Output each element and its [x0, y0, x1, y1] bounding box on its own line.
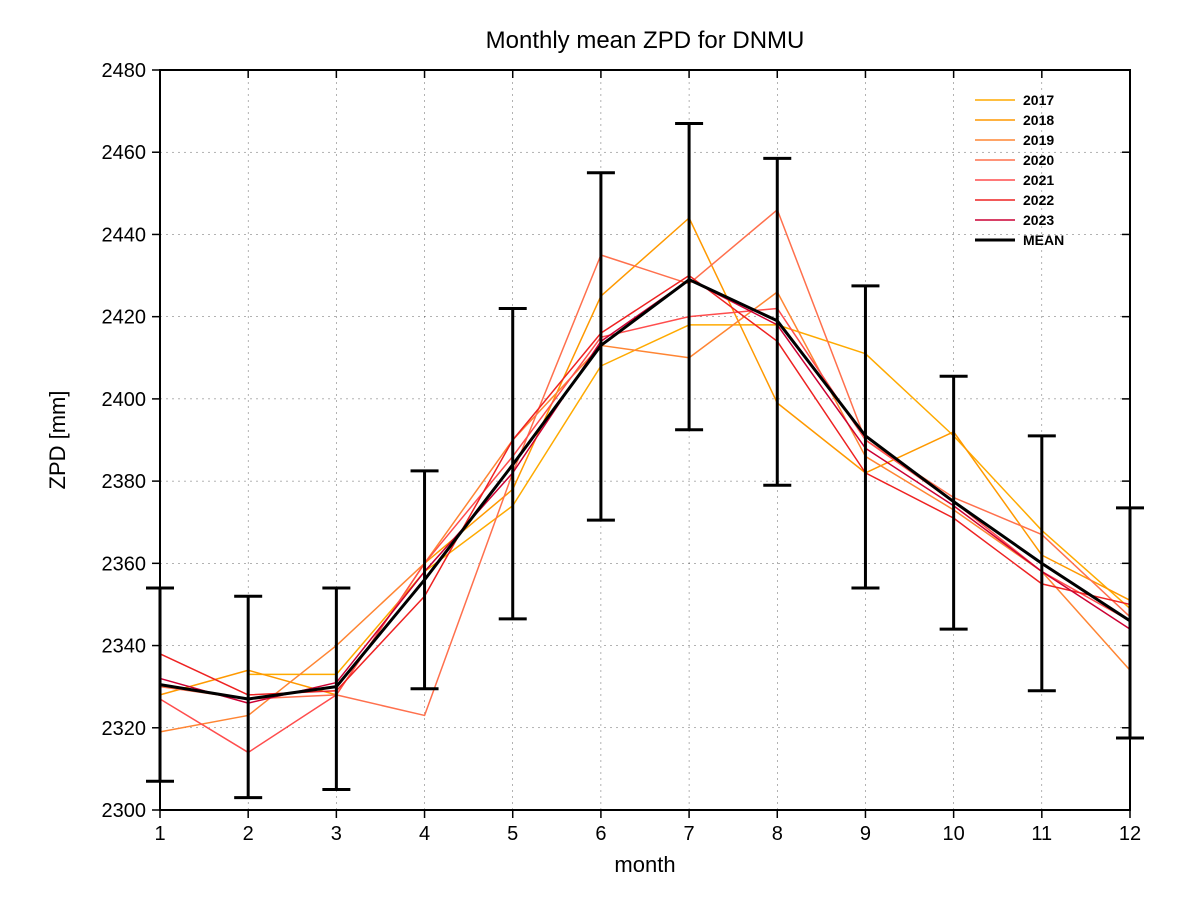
- legend-label: 2019: [1023, 132, 1054, 148]
- y-tick-label: 2480: [102, 60, 147, 82]
- y-tick-label: 2460: [102, 142, 147, 164]
- x-tick-label: 8: [772, 823, 783, 845]
- legend-label: 2020: [1023, 152, 1054, 168]
- x-tick-label: 7: [684, 823, 695, 845]
- y-tick-label: 2300: [102, 800, 147, 822]
- y-tick-label: 2320: [102, 718, 147, 740]
- x-tick-label: 4: [419, 823, 430, 845]
- x-tick-label: 9: [860, 823, 871, 845]
- x-tick-label: 12: [1119, 823, 1141, 845]
- line-chart: 1234567891011122300232023402360238024002…: [0, 0, 1201, 901]
- legend-label: 2023: [1023, 212, 1054, 228]
- legend-label: MEAN: [1023, 232, 1064, 248]
- x-tick-label: 6: [595, 823, 606, 845]
- x-tick-label: 10: [943, 823, 965, 845]
- chart-title: Monthly mean ZPD for DNMU: [486, 27, 805, 54]
- legend-label: 2021: [1023, 172, 1054, 188]
- x-axis-label: month: [614, 852, 675, 877]
- x-tick-label: 5: [507, 823, 518, 845]
- y-axis-label: ZPD [mm]: [45, 391, 70, 490]
- y-tick-label: 2360: [102, 553, 147, 575]
- y-tick-label: 2400: [102, 389, 147, 411]
- x-tick-label: 2: [243, 823, 254, 845]
- y-tick-label: 2380: [102, 471, 147, 493]
- x-tick-label: 3: [331, 823, 342, 845]
- y-tick-label: 2340: [102, 636, 147, 658]
- legend-label: 2018: [1023, 112, 1054, 128]
- y-tick-label: 2440: [102, 224, 147, 246]
- legend-label: 2017: [1023, 92, 1054, 108]
- x-tick-label: 11: [1031, 823, 1052, 845]
- x-tick-label: 1: [154, 823, 165, 845]
- y-tick-label: 2420: [102, 307, 147, 329]
- chart-container: 1234567891011122300232023402360238024002…: [0, 0, 1201, 901]
- legend-label: 2022: [1023, 192, 1054, 208]
